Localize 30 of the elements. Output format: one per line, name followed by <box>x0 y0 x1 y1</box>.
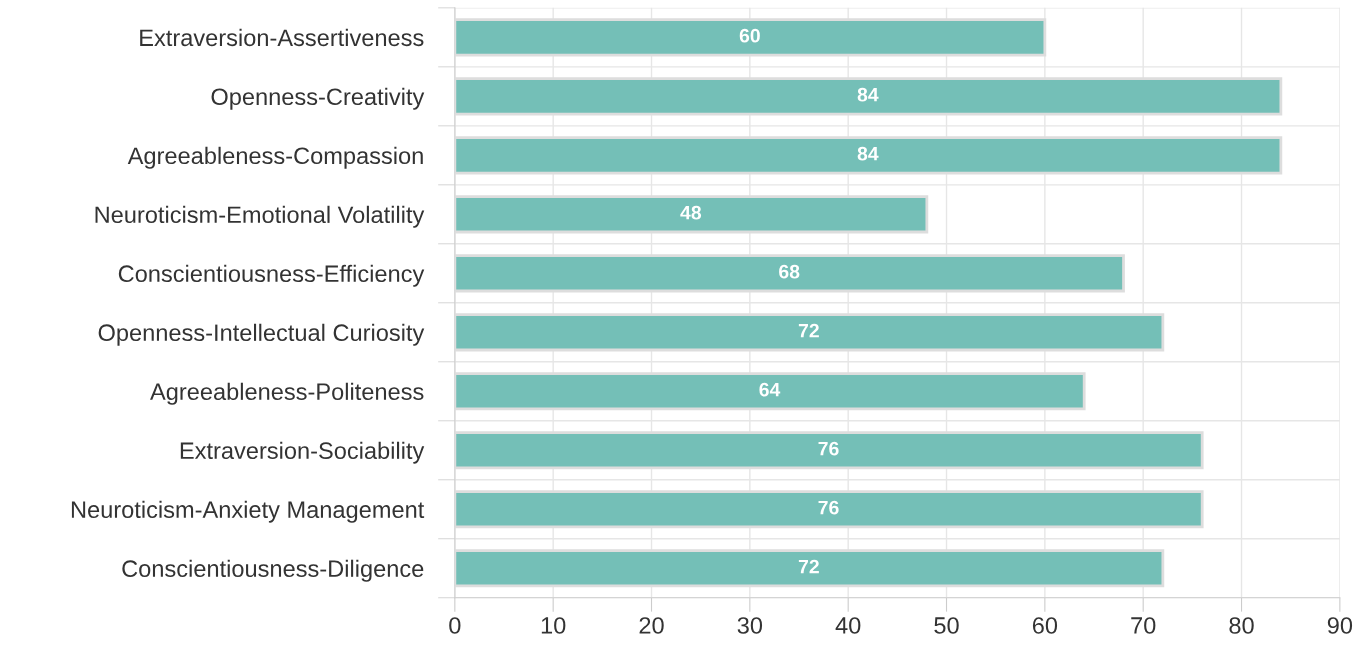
x-tick-label: 0 <box>449 617 461 634</box>
data-label: 72 <box>798 559 819 574</box>
y-tick-label: Openness-Creativity <box>211 87 425 110</box>
x-tick-label: 80 <box>1229 617 1254 634</box>
data-label: 60 <box>739 28 760 43</box>
data-label: 84 <box>857 87 879 102</box>
y-tick-label: Openness-Intellectual Curiosity <box>98 323 425 346</box>
x-tick-label: 20 <box>639 617 664 634</box>
data-label: 76 <box>818 441 839 456</box>
x-tick-label: 10 <box>541 617 566 634</box>
x-tick-label: 90 <box>1327 617 1353 634</box>
x-tick-label: 30 <box>737 617 763 634</box>
y-tick-label: Agreeableness-Politeness <box>150 382 424 405</box>
data-label: 72 <box>798 323 819 338</box>
y-tick-label: Extraversion-Sociability <box>180 441 425 464</box>
x-tick-label: 50 <box>934 617 959 634</box>
x-tick-label: 60 <box>1032 617 1058 634</box>
data-label: 64 <box>759 382 781 397</box>
data-label: 48 <box>680 205 702 220</box>
y-tick-label: Agreeableness-Compassion <box>127 146 423 169</box>
y-tick-label: Neuroticism-Emotional Volatility <box>95 205 425 228</box>
data-label: 76 <box>818 500 839 515</box>
x-tick-label: 40 <box>835 617 861 634</box>
data-label: 68 <box>779 264 800 279</box>
y-tick-label: Conscientiousness-Diligence <box>122 559 424 582</box>
x-tick-label: 70 <box>1131 617 1156 634</box>
y-tick-label: Neuroticism-Anxiety Management <box>71 500 425 523</box>
y-tick-label: Extraversion-Assertiveness <box>140 28 424 47</box>
y-tick-label: Conscientiousness-Efficiency <box>118 264 425 287</box>
data-label: 84 <box>857 146 879 161</box>
